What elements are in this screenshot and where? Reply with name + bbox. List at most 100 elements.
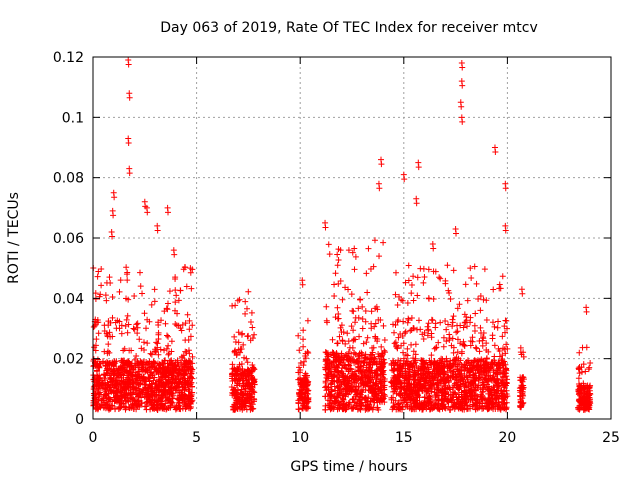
data-point [131, 356, 138, 363]
y-tick-label: 0.06 [53, 231, 84, 247]
data-point [348, 323, 355, 330]
data-point [119, 368, 126, 375]
data-point [296, 347, 303, 354]
data-point [236, 296, 243, 303]
data-point [232, 406, 239, 413]
data-point [242, 310, 249, 317]
data-point [185, 394, 192, 401]
data-point [249, 391, 256, 398]
data-point [235, 329, 242, 336]
data-point [164, 300, 171, 307]
data-point [124, 367, 131, 374]
data-point [352, 336, 359, 343]
y-tick-label: 0 [75, 412, 84, 428]
data-point [243, 355, 250, 362]
data-point [172, 299, 179, 306]
data-point [340, 329, 347, 336]
data-point [141, 358, 148, 365]
data-point [162, 386, 169, 393]
data-point [350, 308, 357, 315]
data-point [331, 292, 338, 299]
data-point [110, 394, 117, 401]
data-point [322, 358, 329, 365]
data-point [144, 388, 151, 395]
data-point [179, 394, 186, 401]
data-point [94, 317, 101, 324]
data-point [372, 333, 379, 340]
data-point [175, 370, 182, 377]
data-point [179, 393, 186, 400]
data-point [139, 290, 146, 297]
data-point [155, 386, 162, 393]
data-point [339, 296, 346, 303]
data-point [368, 308, 375, 315]
data-point [362, 386, 369, 393]
data-point [102, 292, 109, 299]
data-point [327, 405, 334, 412]
data-point [239, 369, 246, 376]
data-point [305, 350, 312, 357]
data-point [111, 379, 118, 386]
data-point [301, 378, 308, 385]
data-point [122, 322, 129, 329]
data-point [95, 396, 102, 403]
data-point [378, 343, 385, 350]
data-point [331, 281, 338, 288]
data-point [345, 338, 352, 345]
data-point [118, 365, 125, 372]
data-point [381, 378, 388, 385]
data-point [103, 392, 110, 399]
data-point [179, 354, 186, 361]
data-point [245, 288, 252, 295]
data-point [136, 269, 143, 276]
data-point [133, 321, 140, 328]
data-point [102, 391, 109, 398]
data-point [300, 336, 307, 343]
data-point [165, 342, 172, 349]
data-point [104, 365, 111, 372]
data-point [344, 330, 351, 337]
data-point [134, 330, 141, 337]
data-point [141, 310, 148, 317]
data-point [161, 357, 168, 364]
data-point [155, 351, 162, 358]
data-point [350, 396, 357, 403]
data-point [110, 372, 117, 379]
data-point [101, 375, 108, 382]
data-point [156, 362, 163, 369]
data-point [186, 317, 193, 324]
data-point [322, 393, 329, 400]
data-point [248, 379, 255, 386]
data-point [352, 319, 359, 326]
data-point [303, 403, 310, 410]
data-point [168, 376, 175, 383]
data-point [96, 391, 103, 398]
data-point [334, 406, 341, 413]
data-point [302, 394, 309, 401]
data-point [328, 380, 335, 387]
data-point [335, 315, 342, 322]
data-point [246, 370, 253, 377]
data-point [164, 306, 171, 313]
data-point [380, 239, 387, 246]
x-tick-label: 10 [291, 430, 309, 446]
data-point [349, 249, 356, 256]
data-point [188, 365, 195, 372]
data-point [233, 400, 240, 407]
data-point [148, 351, 155, 358]
data-point [115, 372, 122, 379]
data-point [109, 333, 116, 340]
data-point [168, 357, 175, 364]
data-point [151, 298, 158, 305]
x-tick-label: 0 [89, 430, 98, 446]
data-point [98, 282, 105, 289]
data-point [145, 391, 152, 398]
data-point [104, 402, 111, 409]
data-point [188, 383, 195, 390]
data-point [142, 381, 149, 388]
data-point [120, 347, 127, 354]
data-point [163, 345, 170, 352]
data-point [187, 370, 194, 377]
data-point [244, 333, 251, 340]
